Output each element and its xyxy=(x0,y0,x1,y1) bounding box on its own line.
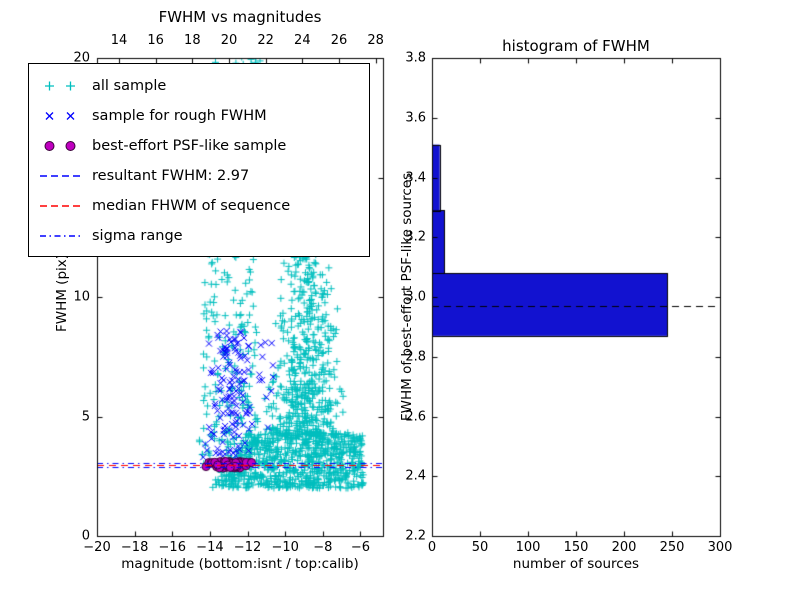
scatter-xtick-top: 22 xyxy=(257,33,274,48)
scatter-xtick-top: 26 xyxy=(330,33,348,48)
scatter-xtick-bottom: −14 xyxy=(196,540,224,555)
legend-label: sigma range xyxy=(92,228,183,244)
legend: all sample sample for rough FWHM best-effo… xyxy=(28,63,370,257)
scatter-xtick-top: 20 xyxy=(220,33,238,48)
histogram-ytick: 3.4 xyxy=(405,170,426,185)
dashdot-marker-icon xyxy=(37,228,83,244)
histogram-xtick: 50 xyxy=(471,540,489,555)
scatter-xtick-bottom: −18 xyxy=(120,540,149,555)
histogram-xtick: 0 xyxy=(427,540,437,555)
histogram-xtick: 300 xyxy=(707,540,733,555)
scatter-title: FWHM vs magnitudes xyxy=(158,8,322,26)
circle-marker-icon xyxy=(37,138,83,154)
histogram-xlabel: number of sources xyxy=(512,556,640,572)
legend-item-1: sample for rough FWHM xyxy=(37,101,365,131)
scatter-xtick-bottom: −6 xyxy=(350,540,370,555)
histogram-ytick: 2.8 xyxy=(405,349,426,365)
histogram-ytick: 3.0 xyxy=(405,289,426,305)
dashed-marker-icon xyxy=(37,168,83,184)
scatter-xtick-top: 14 xyxy=(110,33,128,48)
legend-label: all sample xyxy=(92,78,167,94)
scatter-xtick-bottom: −12 xyxy=(233,540,262,555)
scatter-xtick-top: 18 xyxy=(184,33,201,48)
histogram-xtick: 200 xyxy=(611,540,637,555)
legend-label: resultant FWHM: 2.97 xyxy=(92,168,250,184)
legend-item-2: best-effort PSF-like sample xyxy=(37,131,365,161)
scatter-xtick-top: 28 xyxy=(367,33,384,48)
scatter-xtick-bottom: −8 xyxy=(313,540,333,555)
scatter-xtick-bottom: −16 xyxy=(158,540,186,555)
legend-item-5: sigma range xyxy=(37,221,365,251)
histogram-title: histogram of FWHM xyxy=(502,37,650,55)
legend-label: sample for rough FWHM xyxy=(92,108,267,124)
scatter-ylabel: FWHM (pix) xyxy=(54,253,70,333)
histogram-xtick: 100 xyxy=(515,540,541,555)
scatter-ytick: 5 xyxy=(81,409,90,424)
scatter-xtick-top: 16 xyxy=(147,33,164,48)
scatter-ytick: 20 xyxy=(73,50,90,66)
scatter-xtick-bottom: −10 xyxy=(271,540,299,555)
legend-item-3: resultant FWHM: 2.97 xyxy=(37,161,365,191)
histogram-ytick: 3.6 xyxy=(405,110,426,126)
scatter-xtick-top: 24 xyxy=(294,33,311,48)
dashed-marker-icon xyxy=(37,198,83,214)
legend-item-4: median FHWM of sequence xyxy=(37,191,365,221)
cross-marker-icon xyxy=(37,108,83,124)
plus-marker-icon xyxy=(37,78,83,94)
scatter-ytick: 10 xyxy=(73,289,90,305)
scatter-xtick-bottom: −20 xyxy=(83,540,111,555)
legend-label: best-effort PSF-like sample xyxy=(92,138,287,154)
histogram-ytick: 2.4 xyxy=(405,468,426,484)
legend-item-0: all sample xyxy=(37,71,365,101)
scatter-xlabel: magnitude (bottom:isnt / top:calib) xyxy=(121,556,359,572)
histogram-ytick: 2.6 xyxy=(405,409,426,424)
histogram-ytick: 3.8 xyxy=(405,50,426,66)
legend-label: median FHWM of sequence xyxy=(92,198,291,214)
histogram-xtick: 250 xyxy=(659,540,685,555)
scatter-ytick: 0 xyxy=(81,528,90,544)
histogram-xtick: 150 xyxy=(563,540,589,555)
histogram-ytick: 2.2 xyxy=(405,528,426,544)
histogram-ytick: 3.2 xyxy=(405,229,426,245)
